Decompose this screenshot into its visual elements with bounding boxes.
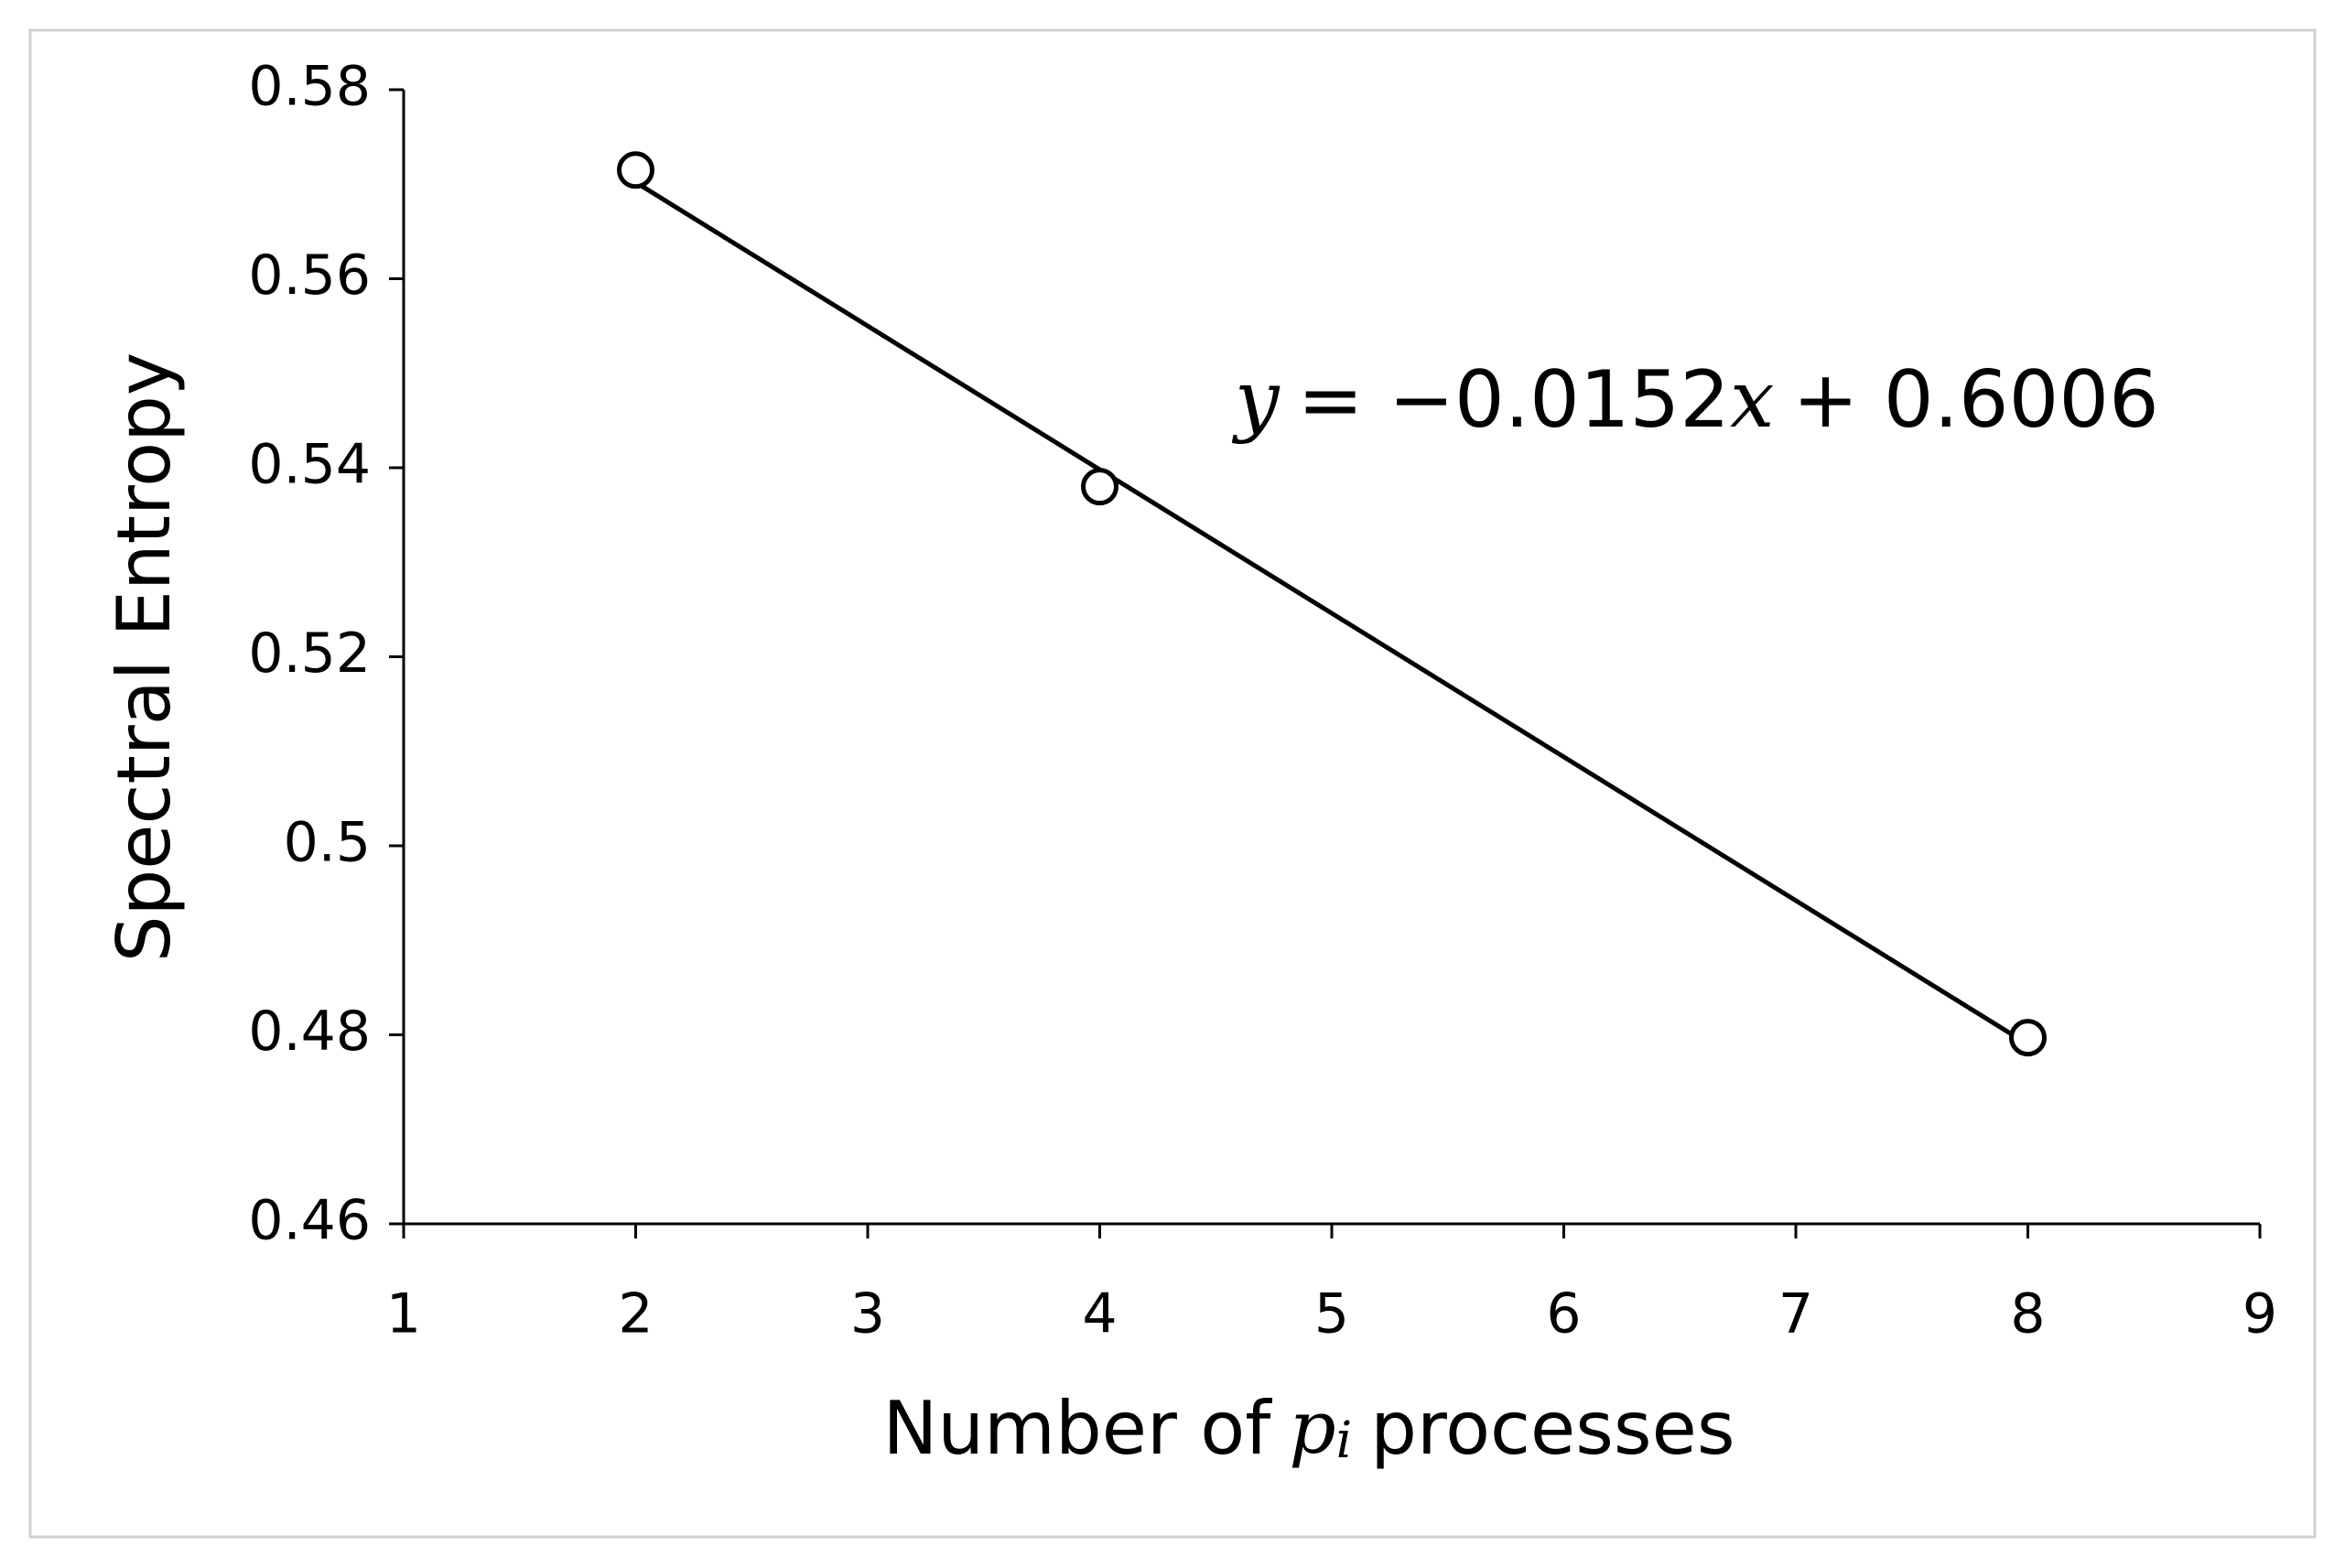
y-tick-label: 0.5 <box>284 811 371 875</box>
x-tick-label: 1 <box>386 1282 421 1346</box>
data-point <box>1081 468 1118 506</box>
y-axis-title: Spectral Entropy <box>102 352 187 963</box>
data-point <box>617 151 654 189</box>
y-tick-label: 0.48 <box>248 1000 371 1064</box>
x-tick-label: 6 <box>1546 1282 1581 1346</box>
x-title-part: i <box>1336 1411 1353 1469</box>
annotation: y = −0.0152x + 0.6006 <box>1231 354 2159 447</box>
x-tick-label: 7 <box>1778 1282 1813 1346</box>
y-tick-label: 0.52 <box>248 622 371 686</box>
x-tick-label: 9 <box>2242 1282 2277 1346</box>
annotation-part: y <box>1231 354 1281 446</box>
y-tick-label: 0.58 <box>248 55 371 119</box>
chart-frame <box>28 28 2317 1539</box>
y-tick-label: 0.54 <box>248 433 371 497</box>
data-point <box>2009 1019 2047 1057</box>
annotation-part: + 0.6006 <box>1792 354 2158 446</box>
x-tick-label: 2 <box>618 1282 653 1346</box>
y-tick-label: 0.56 <box>248 243 371 308</box>
annotation-part: = −0.0152 <box>1298 354 1730 446</box>
x-tick-label: 3 <box>850 1282 885 1346</box>
x-title-part: p <box>1289 1385 1335 1470</box>
trendline <box>634 180 2029 1046</box>
x-title-part: processes <box>1370 1386 1734 1471</box>
x-tick-label: 4 <box>1082 1282 1117 1346</box>
y-tick-label: 0.46 <box>248 1189 371 1253</box>
annotation-part: x <box>1730 354 1775 446</box>
x-axis-title: Number of pi processes <box>882 1385 1734 1471</box>
x-tick-label: 5 <box>1314 1282 1349 1346</box>
x-tick-label: 8 <box>2010 1282 2045 1346</box>
x-title-part: Number of <box>882 1386 1272 1471</box>
